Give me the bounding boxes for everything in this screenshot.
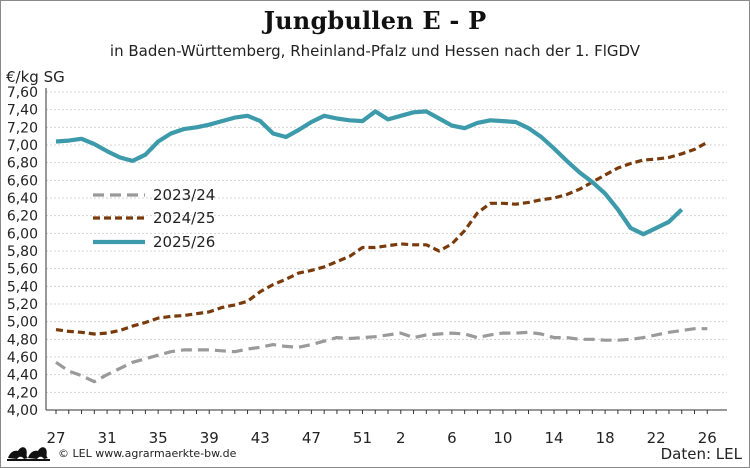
y-tick-label: 4,80 xyxy=(7,332,38,348)
chart-title: Jungbullen E - P xyxy=(263,6,487,35)
y-tick-label: 4,00 xyxy=(7,403,38,419)
chart-subtitle: in Baden-Württemberg, Rheinland-Pfalz un… xyxy=(109,42,641,60)
y-tick-label: 4,40 xyxy=(7,368,38,384)
data-source-text: Daten: LEL xyxy=(660,445,742,463)
y-tick-label: 6,00 xyxy=(7,226,38,242)
x-tick-label: 43 xyxy=(251,429,270,447)
x-tick-label: 10 xyxy=(493,429,512,447)
x-tick-label: 51 xyxy=(353,429,372,447)
x-tick-label: 35 xyxy=(149,429,168,447)
series-line-2023-24 xyxy=(55,327,708,384)
y-tick-label: 5,40 xyxy=(7,279,38,295)
y-tick-label: 5,60 xyxy=(7,262,38,278)
x-axis-ticks: 27 31 35 39 43 47 51 2 6 10 14 18 22 26 xyxy=(46,410,717,447)
legend-label: 2024/25 xyxy=(153,209,215,227)
baden-wuerttemberg-lions-icon xyxy=(7,447,50,461)
x-tick-label: 2 xyxy=(396,429,406,447)
series-line-2024-25 xyxy=(55,140,709,336)
y-tick-label: 6,80 xyxy=(7,156,38,172)
series-line-2025-26 xyxy=(55,109,684,237)
copyright-text: © LEL www.agrarmaerkte-bw.de xyxy=(58,447,237,460)
y-tick-label: 6,20 xyxy=(7,209,38,225)
y-tick-label: 5,00 xyxy=(7,315,38,331)
y-axis-ticks: 4,00 4,204,40 4,60 4,805,00 5,20 5,405,60 5,80… xyxy=(7,85,38,419)
y-tick-label: 4,20 xyxy=(7,385,38,401)
legend-label: 2025/26 xyxy=(153,233,215,251)
y-axis-unit-label: €/kg SG xyxy=(6,68,65,86)
x-tick-label: 14 xyxy=(544,429,563,447)
y-tick-label: 5,80 xyxy=(7,244,38,260)
x-tick-label: 27 xyxy=(46,429,65,447)
y-tick-label: 5,20 xyxy=(7,297,38,313)
x-tick-label: 6 xyxy=(447,429,457,447)
x-tick-label: 47 xyxy=(302,429,321,447)
y-tick-label: 4,60 xyxy=(7,350,38,366)
x-tick-label: 39 xyxy=(200,429,219,447)
y-tick-label: 7,00 xyxy=(7,138,38,154)
y-tick-label: 7,20 xyxy=(7,120,38,136)
y-tick-label: 7,40 xyxy=(7,103,38,119)
x-tick-label: 26 xyxy=(698,429,717,447)
gridlines xyxy=(45,88,727,411)
x-tick-label: 31 xyxy=(98,429,117,447)
series-lines xyxy=(55,109,709,384)
y-tick-label: 7,60 xyxy=(7,85,38,101)
legend-label: 2023/24 xyxy=(153,186,215,204)
x-tick-label: 22 xyxy=(647,429,666,447)
x-tick-label: 18 xyxy=(596,429,615,447)
y-tick-label: 6,60 xyxy=(7,173,38,189)
legend: 2023/24 2024/25 2025/26 xyxy=(93,186,215,251)
y-tick-label: 6,40 xyxy=(7,191,38,207)
